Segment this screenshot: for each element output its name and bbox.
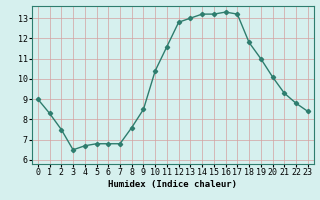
X-axis label: Humidex (Indice chaleur): Humidex (Indice chaleur) <box>108 180 237 189</box>
